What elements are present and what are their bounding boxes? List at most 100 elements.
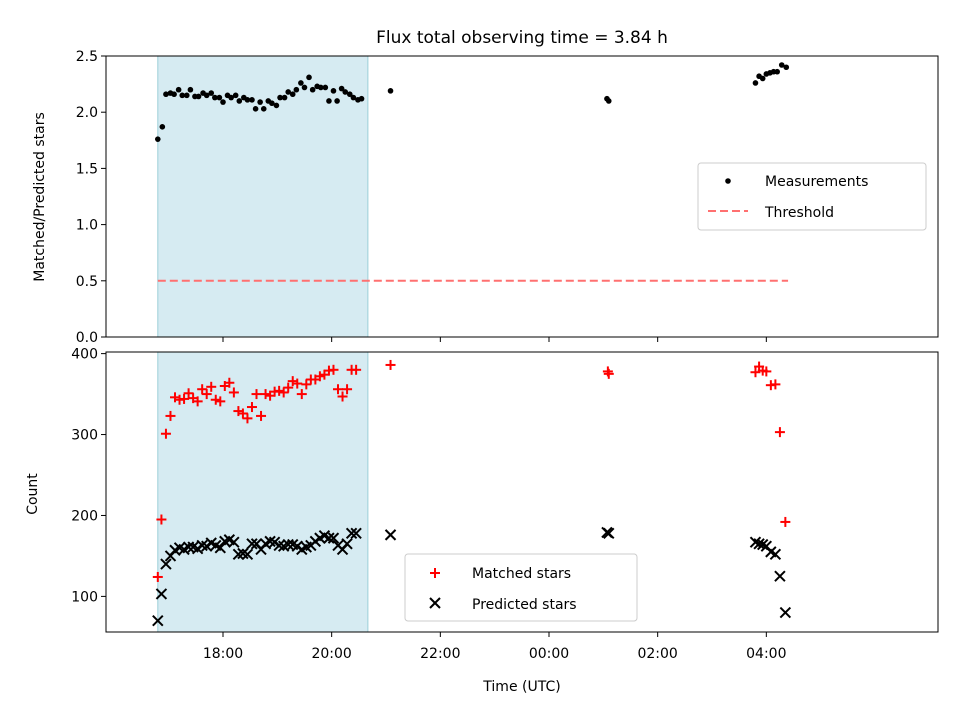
top-point-dot [252, 106, 259, 112]
top-y-axis-label: Matched/Predicted stars [32, 112, 48, 282]
bottom-point-plus [256, 410, 267, 421]
legend-marker-matched [430, 568, 440, 578]
top-point-dot [774, 68, 780, 75]
bottom-legend: Matched stars Predicted stars [404, 553, 638, 622]
top-point-dot [273, 102, 280, 109]
bottom-point-plus [301, 379, 312, 390]
bottom-point-plus [156, 514, 167, 525]
top-point-dot [155, 136, 161, 142]
top-point-dot [175, 86, 182, 93]
bottom-x-tick-label: 18:00 [203, 646, 243, 662]
legend-label-threshold: Threshold [764, 205, 834, 221]
bottom-point-plus [292, 378, 303, 389]
top-point-dot [171, 91, 177, 98]
x-axis-label: Time (UTC) [482, 679, 560, 695]
bottom-point-plus [183, 388, 194, 399]
bottom-point-x [327, 532, 340, 544]
bottom-point-x [774, 570, 786, 582]
top-point-dot [306, 74, 312, 81]
bottom-point-x [341, 538, 353, 550]
top-point-dot [159, 124, 166, 130]
top-point-dot [338, 85, 345, 92]
top-legend: Measurements Threshold [697, 162, 927, 231]
top-y-tick-label: 0.0 [76, 330, 98, 346]
top-point-dot [208, 90, 215, 96]
bottom-point-plus [242, 413, 253, 424]
top-point-dot [260, 106, 267, 112]
bottom-point-plus [385, 359, 396, 370]
bottom-plot-frame [105, 351, 939, 633]
bottom-point-plus [314, 371, 325, 382]
top-point-dot [187, 86, 194, 93]
bottom-point-plus [237, 408, 248, 419]
bottom-point-x [345, 527, 358, 539]
bottom-point-plus [774, 427, 785, 438]
bottom-point-plus [750, 367, 761, 378]
top-point-dot [195, 93, 202, 100]
top-point-dot [249, 97, 255, 103]
top-point-dot [277, 94, 283, 101]
top-point-dot [346, 91, 353, 98]
bottom-point-plus [296, 389, 307, 400]
bottom-point-plus [152, 571, 163, 582]
top-point-dot [216, 94, 223, 101]
bottom-point-x [241, 548, 254, 561]
bottom-point-x [323, 532, 335, 544]
top-point-dot [257, 99, 263, 105]
top-point-dot [309, 86, 316, 93]
bottom-y-tick-label: 100 [71, 589, 98, 605]
top-point-dot [350, 94, 357, 101]
bottom-point-plus [228, 387, 239, 398]
bottom-point-x [228, 536, 240, 548]
top-point-dot [232, 92, 239, 99]
top-point-dot [318, 84, 324, 91]
bottom-x-tick-label: 02:00 [637, 646, 677, 662]
top-point-dot [285, 89, 292, 95]
top-point-dot [778, 62, 785, 68]
top-point-dot [212, 94, 218, 101]
top-y-tick-label: 2.5 [76, 49, 98, 65]
bottom-point-x [753, 538, 765, 550]
top-point-dot [783, 64, 790, 71]
legend-label-measurements: Measurements [765, 174, 868, 190]
bottom-point-plus [342, 384, 353, 395]
top-point-dot [342, 89, 349, 95]
bottom-point-plus [260, 389, 271, 400]
bottom-point-x [350, 527, 362, 539]
bottom-point-plus [274, 385, 285, 396]
bottom-point-plus [160, 428, 171, 439]
top-point-dot [759, 75, 766, 82]
bottom-point-plus [179, 393, 190, 404]
top-point-dot [298, 80, 304, 86]
bottom-point-plus [328, 364, 339, 375]
legend-label-matched: Matched stars [472, 566, 571, 582]
bottom-point-plus [215, 396, 226, 407]
bottom-point-plus [283, 382, 294, 393]
bottom-y-tick-label: 200 [71, 508, 98, 524]
top-point-dot [322, 84, 329, 91]
top-point-dot [752, 80, 759, 86]
bottom-point-x [749, 536, 762, 548]
top-point-dot [293, 86, 300, 93]
top-legend-box [697, 162, 927, 231]
bottom-point-plus [206, 381, 217, 392]
top-point-dot [387, 88, 394, 94]
top-point-dot [236, 98, 243, 104]
top-point-dot [228, 94, 234, 101]
top-point-dot [269, 100, 275, 107]
bottom-point-x [160, 558, 172, 570]
bottom-point-x [182, 541, 195, 553]
bottom-point-plus [603, 368, 614, 379]
chart-title: Flux total observing time = 3.84 h [376, 28, 668, 48]
top-point-dot [203, 92, 210, 99]
top-shaded-span [157, 55, 369, 338]
bottom-point-plus [224, 377, 235, 388]
bottom-point-plus [165, 410, 176, 421]
bottom-point-x [155, 588, 168, 600]
top-plot-frame [105, 55, 939, 338]
legend-marker-predicted [429, 597, 441, 609]
bottom-point-plus [770, 379, 781, 390]
top-point-dot [281, 94, 288, 101]
bottom-point-plus [333, 384, 344, 395]
